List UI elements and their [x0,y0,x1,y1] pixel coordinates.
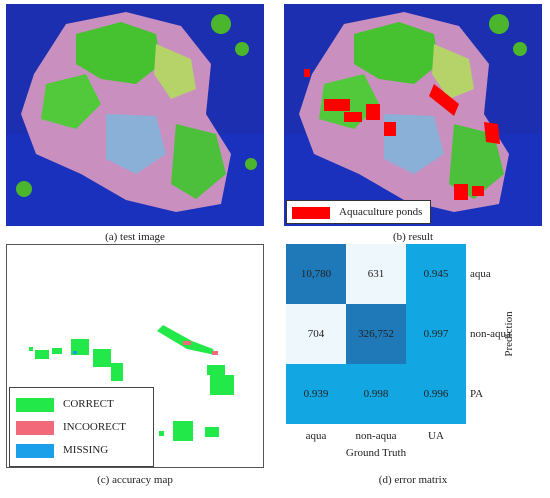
caption-test-image: (a) test image [105,231,165,243]
matrix-cell: 0.996 [406,364,466,424]
row-label-aqua: aqua [470,268,491,280]
matrix-cell: 0.945 [406,244,466,304]
row-label-pa: PA [470,388,484,400]
legend-swatch-incorrect [16,421,54,435]
test-image [6,4,264,226]
matrix-cell: 10,780 [286,244,346,304]
legend-swatch-correct [16,398,54,412]
error-matrix: 10,780 631 0.945 704 326,752 0.997 0.939… [286,244,466,424]
incorrect-regions [183,341,218,355]
result-legend: Aquaculture ponds [286,200,431,224]
column-label-non-aqua: non-aqua [355,430,397,442]
caption-accuracy-map: (c) accuracy map [97,474,173,486]
missing-regions [73,351,77,354]
caption-error-matrix: (d) error matrix [378,474,448,486]
x-axis-title: Ground Truth [345,447,407,459]
legend-label-missing: MISSING [63,444,109,456]
legend-label-aquaculture: Aquaculture ponds [339,206,423,218]
accuracy-legend: CORRECT INCOORECT MISSING [9,387,154,467]
matrix-cell: 326,752 [346,304,406,364]
legend-swatch-missing [16,444,54,458]
legend-label-correct: CORRECT [63,398,114,410]
row-label-non-aqua: non-aqua [470,328,511,340]
matrix-cell: 704 [286,304,346,364]
accuracy-map: CORRECT INCOORECT MISSING [6,244,264,468]
correct-regions [29,325,234,441]
result-image [284,4,542,226]
matrix-cell: 631 [346,244,406,304]
legend-label-incorrect: INCOORECT [63,421,126,433]
legend-swatch-aquaculture [292,207,330,219]
column-label-aqua: aqua [305,430,327,442]
matrix-cell: 0.939 [286,364,346,424]
aquaculture-pond-regions [304,69,500,200]
matrix-cell: 0.997 [406,304,466,364]
caption-result: (b) result [392,231,433,243]
matrix-cell: 0.998 [346,364,406,424]
column-label-ua: UA [428,430,444,442]
y-axis-title: Prediction [503,311,515,357]
